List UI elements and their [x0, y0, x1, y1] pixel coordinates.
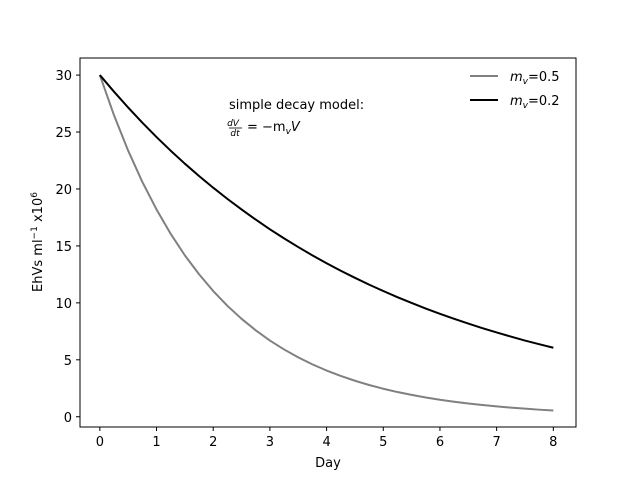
annotation-fraction-numerator: dV — [227, 119, 240, 129]
x-tick-label: 4 — [322, 435, 330, 450]
legend-label-var: m — [510, 70, 523, 85]
x-tick-label: 2 — [209, 435, 217, 450]
annotation-equation: = −mvV — [247, 120, 301, 137]
y-axis-label-exponent: −1 — [30, 226, 40, 239]
x-tick-label: 3 — [266, 435, 274, 450]
axis-ticks: 0 1 2 3 4 5 6 7 8 0 5 10 15 20 25 30 — [55, 69, 557, 450]
y-axis-label: EhVs ml−1 x106 — [30, 192, 46, 292]
legend-label-value: =0.5 — [528, 70, 560, 85]
x-tick-label: 5 — [379, 435, 387, 450]
plot-area — [98, 74, 554, 412]
y-tick-label: 30 — [55, 69, 72, 84]
annotation-equation-subscript: v — [286, 127, 292, 137]
y-axis-label-power: 6 — [30, 192, 40, 198]
y-tick-label: 20 — [55, 183, 72, 198]
series-line-mv-0-2 — [99, 74, 554, 349]
annotation-fraction-denominator: dt — [230, 129, 240, 139]
annotation: simple decay model: dV dt = −mvV — [227, 98, 364, 139]
y-tick-label: 0 — [64, 411, 72, 426]
y-axis-label-multiplier: x10 — [31, 198, 46, 226]
y-axis-label-base: EhVs ml — [31, 239, 46, 292]
x-tick-label: 6 — [436, 435, 444, 450]
legend-label-mv-0-5: mv=0.5 — [510, 70, 560, 87]
series-line-mv-0-5 — [98, 74, 554, 412]
legend-label-var: m — [510, 94, 523, 109]
x-tick-label: 8 — [549, 435, 557, 450]
y-tick-label: 15 — [55, 240, 72, 255]
legend-label-sub: v — [523, 77, 529, 87]
plot-frame — [79, 57, 577, 428]
x-axis-label: Day — [315, 456, 341, 471]
legend: mv=0.5 mv=0.2 — [470, 70, 560, 111]
legend-label-sub: v — [523, 101, 529, 111]
x-tick-label: 7 — [492, 435, 500, 450]
x-tick-label: 0 — [96, 435, 104, 450]
annotation-equation-operator: = −m — [247, 120, 286, 135]
legend-label-value: =0.2 — [528, 94, 560, 109]
annotation-title: simple decay model: — [229, 98, 364, 113]
y-tick-label: 5 — [64, 354, 72, 369]
annotation-equation-variable: V — [291, 120, 301, 135]
y-tick-label: 25 — [55, 126, 72, 141]
x-tick-label: 1 — [152, 435, 160, 450]
y-tick-label: 10 — [55, 297, 72, 312]
legend-label-mv-0-2: mv=0.2 — [510, 94, 560, 111]
